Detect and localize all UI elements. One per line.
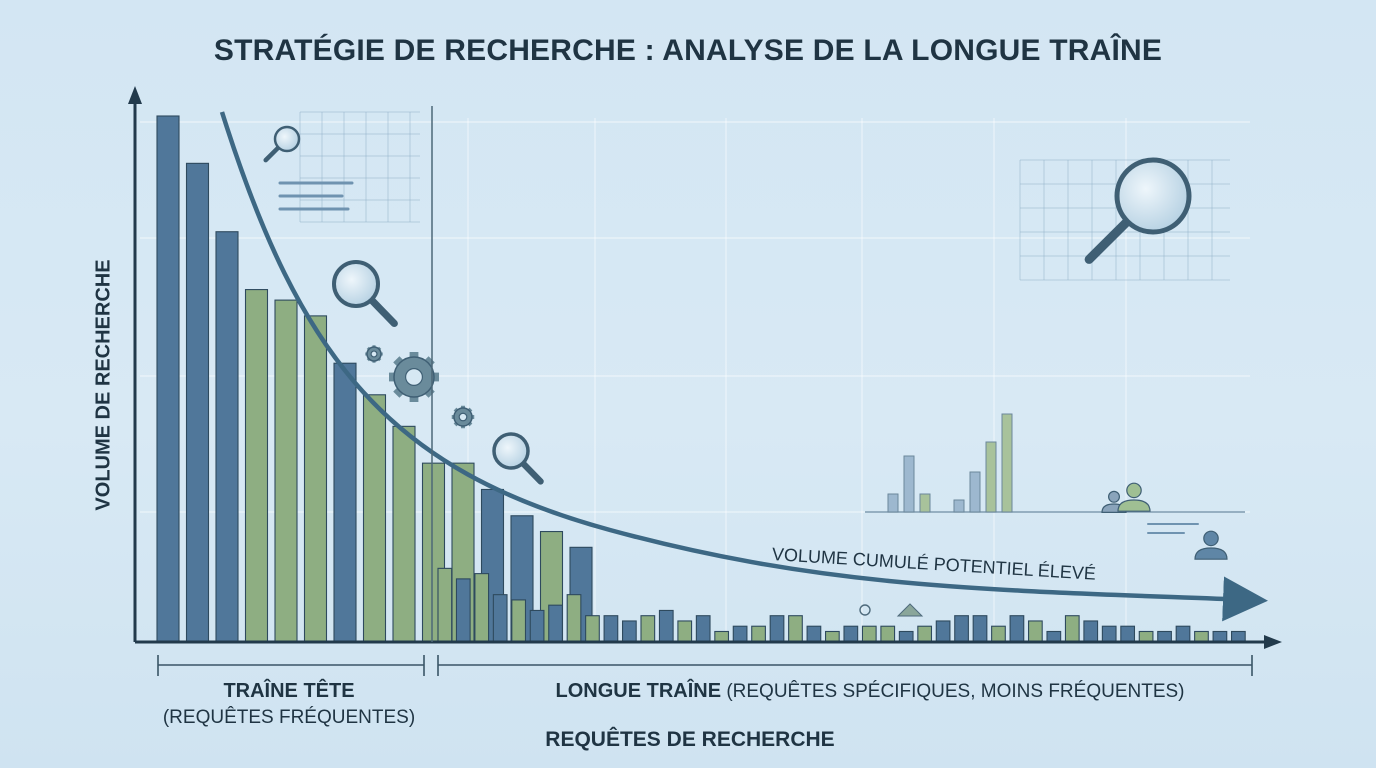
bar-29 <box>677 620 693 643</box>
bar-20 <box>511 599 527 643</box>
bar-8 <box>362 394 387 643</box>
x-axis-arrow <box>1264 635 1282 649</box>
tail-segment-label: LONGUE TRAÎNE (REQUÊTES SPÉCIFIQUES, MOI… <box>440 680 1300 703</box>
bar-54 <box>1138 630 1154 643</box>
bar-47 <box>1009 615 1025 643</box>
bar-4 <box>244 289 269 643</box>
bar-40 <box>880 625 896 643</box>
bar-27 <box>640 615 656 643</box>
lamp-icon <box>859 604 871 616</box>
bar-51 <box>1083 620 1099 643</box>
bar-31 <box>714 630 730 643</box>
lamp-icon <box>896 603 924 617</box>
bar-17 <box>455 578 471 643</box>
mini-bar-chart-icon <box>865 413 1245 513</box>
axes <box>128 86 1282 649</box>
bar-43 <box>935 620 951 643</box>
bar-24 <box>585 615 600 643</box>
gear-icon <box>365 345 383 363</box>
bar-52 <box>1101 625 1117 643</box>
head-segment-detail: (REQUÊTES FRÉQUENTES) <box>162 707 416 728</box>
head-segment-label: TRAÎNE TÊTE (REQUÊTES FRÉQUENTES) <box>158 680 420 729</box>
gear-icon <box>451 405 475 429</box>
bar-41 <box>898 630 914 643</box>
bar-21 <box>529 609 545 643</box>
cumulative-volume-curve <box>219 111 1268 622</box>
bar-28 <box>658 609 674 643</box>
bar-59 <box>1230 630 1246 643</box>
bar-36 <box>806 625 822 643</box>
bar-48 <box>1027 620 1043 643</box>
bar-18 <box>474 573 490 643</box>
x-axis-label: REQUÊTES DE RECHERCHE <box>545 728 835 751</box>
bar-32 <box>732 625 748 643</box>
bar-46 <box>991 625 1006 643</box>
bar-3 <box>215 231 239 643</box>
bar-26 <box>621 620 637 643</box>
bar-23 <box>566 594 582 643</box>
bar-44 <box>954 615 969 643</box>
bar-53 <box>1120 625 1136 643</box>
bar-7 <box>333 362 357 643</box>
bar-56 <box>1175 625 1191 643</box>
magnifier-icon <box>492 432 544 485</box>
tail-segment-detail: (REQUÊTES SPÉCIFIQUES, MOINS FRÉQUENTES) <box>726 681 1185 702</box>
bar-9 <box>392 425 416 643</box>
bar-55 <box>1157 630 1172 643</box>
magnifier-icon <box>1084 157 1192 264</box>
segment-brackets <box>157 655 1253 676</box>
head-segment-name: TRAÎNE TÊTE <box>223 680 355 702</box>
bar-37 <box>824 630 840 643</box>
bar-2 <box>185 162 210 643</box>
y-axis-label: VOLUME DE RECHERCHE <box>92 259 115 511</box>
chart-title: STRATÉGIE DE RECHERCHE : ANALYSE DE LA L… <box>213 34 1163 67</box>
bar-35 <box>788 615 803 643</box>
bar-57 <box>1194 630 1209 643</box>
bar-16 <box>437 567 453 643</box>
tail-segment-name: LONGUE TRAÎNE <box>555 680 722 702</box>
bar-5 <box>274 299 298 643</box>
magnifier-icon <box>263 125 301 163</box>
bar-45 <box>972 615 988 643</box>
y-axis-arrow <box>128 86 142 104</box>
magnifier-icon <box>332 260 398 328</box>
bar-33 <box>751 625 766 643</box>
users-icon <box>1117 482 1151 512</box>
bar-1 <box>156 115 180 643</box>
bar-58 <box>1212 630 1228 643</box>
bar-6 <box>303 315 328 643</box>
bar-49 <box>1046 630 1062 643</box>
user-icon <box>1194 530 1228 560</box>
bar-22 <box>548 604 563 643</box>
bar-30 <box>695 615 711 643</box>
bar-39 <box>861 625 877 643</box>
bar-34 <box>769 615 785 643</box>
bar-19 <box>492 594 508 643</box>
gear-icon <box>389 352 439 402</box>
bar-42 <box>917 625 933 643</box>
bar-25 <box>603 615 619 643</box>
bar-38 <box>843 625 859 643</box>
bar-50 <box>1064 615 1080 643</box>
decorations <box>263 125 1245 617</box>
